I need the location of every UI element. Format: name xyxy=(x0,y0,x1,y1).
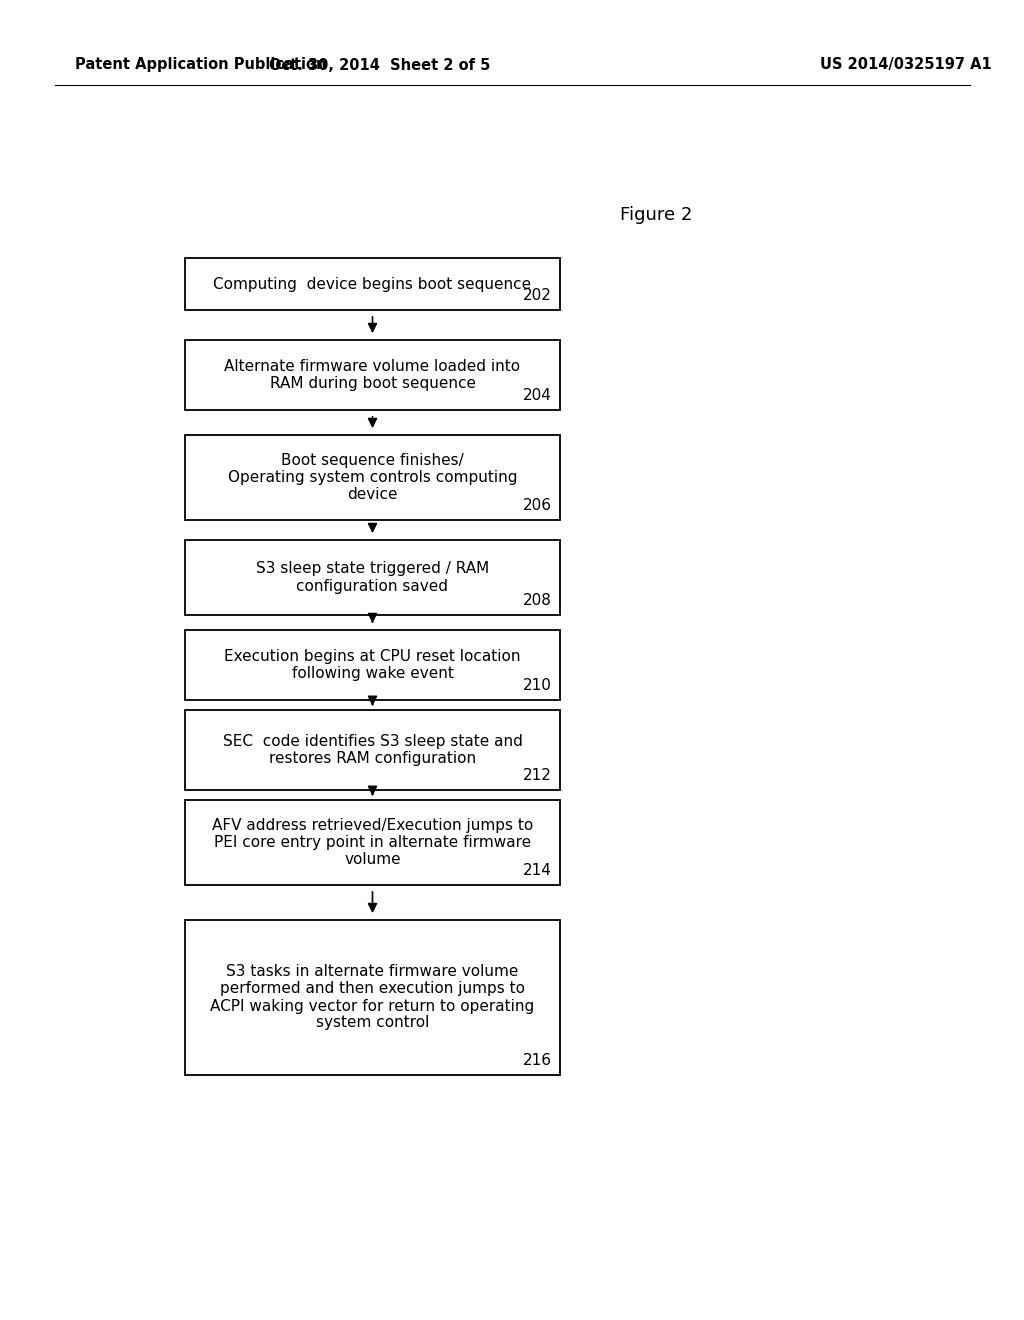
Text: PEI core entry point in alternate firmware: PEI core entry point in alternate firmwa… xyxy=(214,836,531,850)
Text: Patent Application Publication: Patent Application Publication xyxy=(75,58,327,73)
Text: S3 sleep state triggered / RAM: S3 sleep state triggered / RAM xyxy=(256,561,489,577)
Text: Boot sequence finishes/: Boot sequence finishes/ xyxy=(282,453,464,469)
Bar xyxy=(185,710,560,789)
Text: Oct. 30, 2014  Sheet 2 of 5: Oct. 30, 2014 Sheet 2 of 5 xyxy=(269,58,490,73)
Text: configuration saved: configuration saved xyxy=(297,578,449,594)
Text: performed and then execution jumps to: performed and then execution jumps to xyxy=(220,982,525,997)
Text: system control: system control xyxy=(315,1015,429,1031)
Bar xyxy=(185,341,560,411)
Bar xyxy=(185,540,560,615)
Text: AFV address retrieved/Execution jumps to: AFV address retrieved/Execution jumps to xyxy=(212,818,534,833)
Bar xyxy=(185,630,560,700)
Text: RAM during boot sequence: RAM during boot sequence xyxy=(269,376,475,391)
Text: volume: volume xyxy=(344,851,400,867)
Text: 210: 210 xyxy=(523,678,552,693)
Bar xyxy=(185,257,560,310)
Bar xyxy=(185,920,560,1074)
Text: 202: 202 xyxy=(523,288,552,304)
Text: ACPI waking vector for return to operating: ACPI waking vector for return to operati… xyxy=(210,998,535,1014)
Bar xyxy=(185,436,560,520)
Text: Alternate firmware volume loaded into: Alternate firmware volume loaded into xyxy=(224,359,520,374)
Text: device: device xyxy=(347,487,397,502)
Text: S3 tasks in alternate firmware volume: S3 tasks in alternate firmware volume xyxy=(226,965,519,979)
Bar xyxy=(185,800,560,884)
Text: Computing  device begins boot sequence: Computing device begins boot sequence xyxy=(213,276,531,292)
Text: 204: 204 xyxy=(523,388,552,403)
Text: 208: 208 xyxy=(523,593,552,609)
Text: Figure 2: Figure 2 xyxy=(620,206,692,224)
Text: Operating system controls computing: Operating system controls computing xyxy=(227,470,517,484)
Text: 214: 214 xyxy=(523,863,552,878)
Text: Execution begins at CPU reset location: Execution begins at CPU reset location xyxy=(224,649,521,664)
Text: restores RAM configuration: restores RAM configuration xyxy=(269,751,476,766)
Text: 212: 212 xyxy=(523,768,552,783)
Text: 206: 206 xyxy=(523,498,552,513)
Text: following wake event: following wake event xyxy=(292,667,454,681)
Text: US 2014/0325197 A1: US 2014/0325197 A1 xyxy=(820,58,992,73)
Text: 216: 216 xyxy=(523,1053,552,1068)
Text: SEC  code identifies S3 sleep state and: SEC code identifies S3 sleep state and xyxy=(222,734,522,748)
